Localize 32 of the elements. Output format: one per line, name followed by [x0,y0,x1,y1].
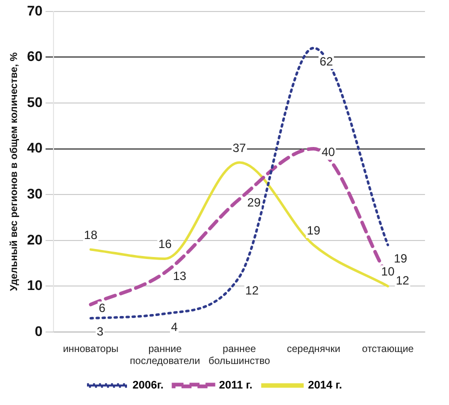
data-label: 3 [96,324,104,339]
y-tick-label: 30 [26,185,43,202]
data-label: 40 [322,145,336,160]
data-label: 12 [245,283,259,298]
y-tick-label: 10 [26,277,43,294]
data-label: 29 [247,195,261,210]
x-tick-label: ранние последователи [130,344,200,367]
data-label: 37 [232,140,246,155]
data-label: 10 [381,264,395,279]
data-label: 6 [98,300,106,315]
y-tick-label: 40 [26,140,43,156]
data-label: 4 [171,320,178,334]
data-label: 19 [394,251,408,266]
data-label: 19 [306,223,321,238]
x-tick-label: инноваторы [62,344,118,355]
legend-label: 2011 г. [218,380,252,392]
x-tick-label: середнячки [286,344,340,355]
data-label: 18 [84,228,98,242]
y-axis-title: Удельный вес регионов в общем количестве, % [8,52,20,292]
y-tick-label: 0 [34,322,43,339]
y-tick-label: 60 [26,48,43,64]
data-label: 16 [158,237,172,252]
y-tick-label: 70 [26,2,43,18]
y-tick-label: 50 [26,94,43,110]
x-tick-label: раннее большинство [208,344,271,367]
x-tick-label: отстающие [362,344,414,355]
legend-label: 2014 г. [308,380,342,392]
data-label: 62 [320,54,334,68]
data-label: 13 [173,268,187,283]
data-label: 12 [396,273,410,288]
y-tick-label: 20 [26,231,43,248]
legend-label: 2006г. [132,380,164,392]
